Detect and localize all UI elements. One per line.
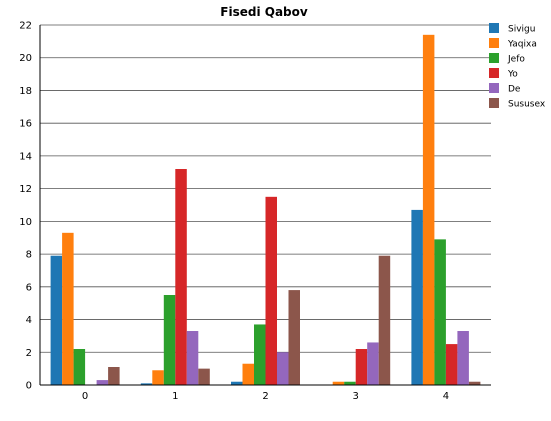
legend: Sivigu Yaqixa Jefo Yo De Sususex xyxy=(489,23,546,110)
bar-de-4 xyxy=(457,331,469,385)
y-tick-label: 14 xyxy=(19,151,32,162)
x-tick-label: 2 xyxy=(262,391,268,402)
y-tick-label: 4 xyxy=(26,315,32,326)
bar-sivigu-2 xyxy=(231,381,243,385)
y-tick-label: 10 xyxy=(19,217,32,228)
legend-swatch xyxy=(489,53,499,63)
y-tick-label: 18 xyxy=(19,86,32,97)
bar-de-1 xyxy=(186,331,199,385)
bar-sususex-4 xyxy=(468,381,481,385)
x-axis-ticks: 0 1 2 3 4 xyxy=(82,391,449,402)
bar-sivigu-4 xyxy=(411,209,423,385)
y-tick-label: 20 xyxy=(19,53,32,64)
bar-jefo-3 xyxy=(344,381,356,385)
bar-sususex-1 xyxy=(198,368,210,385)
y-axis-ticks: 0 2 4 6 8 10 12 14 16 18 20 22 xyxy=(19,21,32,392)
y-tick-label: 6 xyxy=(26,282,32,293)
bar-sivigu-0 xyxy=(50,255,63,385)
bar-sususex-0 xyxy=(108,367,120,385)
legend-swatch xyxy=(489,23,499,33)
bar-de-0 xyxy=(96,380,109,385)
legend-label: Yo xyxy=(507,70,518,80)
y-tick-label: 22 xyxy=(19,21,32,32)
bar-sususex-2 xyxy=(288,290,300,385)
legend-swatch xyxy=(489,38,499,48)
x-tick-label: 0 xyxy=(82,391,88,402)
legend-swatch xyxy=(489,98,499,108)
bar-yaqixa-3 xyxy=(332,381,345,385)
bar-yaqixa-4 xyxy=(422,34,435,386)
x-tick-label: 1 xyxy=(172,391,178,402)
bar-de-3 xyxy=(367,342,379,385)
bar-sususex-3 xyxy=(378,255,391,385)
legend-label: Sususex xyxy=(508,100,546,110)
bar-de-2 xyxy=(277,352,289,385)
y-tick-label: 8 xyxy=(26,250,32,261)
legend-label: Jefo xyxy=(507,55,525,65)
bar-yaqixa-1 xyxy=(152,370,164,385)
x-tick-label: 4 xyxy=(443,391,449,402)
bar-yo-3 xyxy=(355,349,368,385)
bar-jefo-4 xyxy=(434,239,446,385)
bar-yo-1 xyxy=(175,169,187,385)
bar-sivigu-1 xyxy=(140,383,153,385)
bar-yo-2 xyxy=(265,196,277,385)
legend-label: De xyxy=(508,85,521,95)
bar-jefo-2 xyxy=(254,324,266,385)
y-tick-label: 0 xyxy=(26,381,32,392)
chart-title: Fisedi Qabov xyxy=(220,5,308,19)
bars xyxy=(50,34,481,386)
legend-label: Yaqixa xyxy=(507,40,537,50)
y-tick-label: 2 xyxy=(26,348,32,359)
x-tick-label: 3 xyxy=(353,391,359,402)
y-tick-label: 16 xyxy=(19,119,32,130)
bar-yo-4 xyxy=(445,344,458,385)
bar-yaqixa-2 xyxy=(242,363,254,385)
bar-yaqixa-0 xyxy=(62,232,74,385)
y-tick-label: 12 xyxy=(19,184,32,195)
legend-swatch xyxy=(489,83,499,93)
axes xyxy=(39,25,491,386)
legend-label: Sivigu xyxy=(508,25,535,35)
bar-jefo-1 xyxy=(163,295,176,385)
legend-swatch xyxy=(489,68,499,78)
bar-jefo-0 xyxy=(73,349,86,385)
